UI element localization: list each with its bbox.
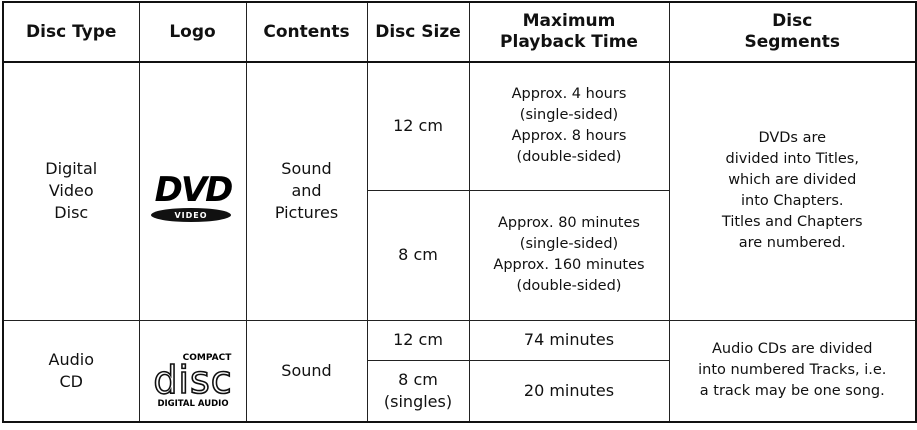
disc-type: Digital Video Disc (2, 61, 140, 321)
header-cell: Disc Size (366, 1, 470, 63)
playback-time: Approx. 80 minutes (single-sided) Approx… (468, 189, 670, 321)
disc-size: 12 cm (366, 319, 470, 361)
logo-text: VIDEO (174, 211, 207, 220)
header-cell: Disc Segments (668, 1, 917, 63)
cd-logo: COMPACT disc DIGITAL AUDIO (152, 353, 232, 409)
segments: Audio CDs are divided into numbered Trac… (668, 319, 917, 423)
disc-table: Disc Type Logo Contents Disc Size Maximu… (2, 1, 917, 423)
row: 8 cm Approx. 80 minutes (single-sided) A… (3, 189, 916, 321)
contents: Sound and Pictures (245, 61, 368, 321)
dvd-logo: DVD VIDEO (150, 170, 234, 223)
disc-type: Audio CD (2, 319, 140, 423)
row: Digital Video Disc DVD VIDEO Sound and P… (2, 61, 917, 321)
disc-size: 8 cm (singles) (366, 359, 470, 423)
logo-text: DIGITAL AUDIO (157, 399, 228, 409)
segments: DVDs are divided into Titles, which are … (668, 61, 917, 321)
logo-cell: DVD VIDEO (138, 61, 247, 321)
disc-size: 12 cm (366, 61, 470, 191)
logo-text: DVD (154, 170, 232, 210)
playback-time: 20 minutes (468, 359, 670, 423)
playback-time: 74 minutes (468, 319, 670, 361)
row: Audio CD COMPACT disc DIGITAL AUDIO Soun… (2, 319, 917, 423)
logo-text: disc (153, 358, 232, 402)
contents: Sound (245, 319, 368, 423)
logo-disc (150, 208, 231, 223)
header-cell: Logo (138, 1, 247, 63)
logo-cell: COMPACT disc DIGITAL AUDIO (138, 319, 247, 423)
playback-time: Approx. 4 hours (single-sided) Approx. 8… (468, 61, 670, 191)
header-row: Disc Type Logo Contents Disc Size Maximu… (2, 1, 917, 63)
header-cell: Maximum Playback Time (468, 1, 670, 63)
row: 8 cm (singles) 20 minutes (3, 359, 916, 423)
header-cell: Disc Type (2, 1, 140, 63)
disc-size: 8 cm (366, 189, 470, 321)
header-cell: Contents (245, 1, 368, 63)
logo-text: COMPACT (182, 353, 232, 363)
